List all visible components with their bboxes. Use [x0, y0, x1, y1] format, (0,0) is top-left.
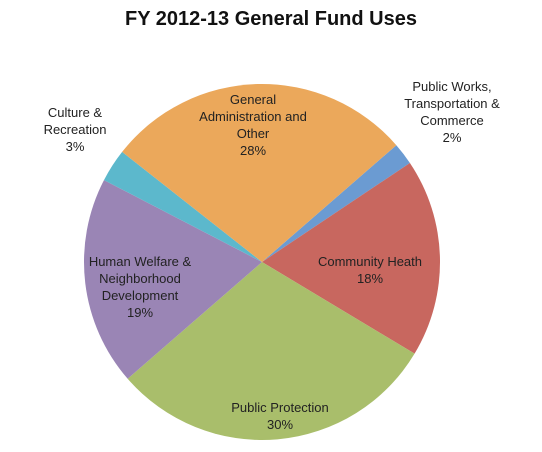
- value-label: 2%: [442, 130, 462, 145]
- pie-slice: [84, 180, 263, 379]
- pie-slice: [103, 151, 262, 262]
- category-label: Public Works, Transportation & Commerce: [404, 79, 500, 128]
- value-label: 28%: [239, 143, 267, 158]
- pie-slice: [262, 162, 440, 354]
- value-label: 18%: [356, 271, 384, 286]
- slice-label: Public Protection 30%: [205, 399, 355, 433]
- category-label: Public Protection: [231, 400, 329, 415]
- category-label: Community Heath: [317, 254, 423, 269]
- value-label: 3%: [65, 139, 85, 154]
- chart-title: FY 2012-13 General Fund Uses: [125, 8, 417, 30]
- category-label: Culture & Recreation: [43, 105, 107, 137]
- slice-label: Human Welfare & Neighborhood Development…: [75, 253, 205, 321]
- slice-label: Community Heath 18%: [305, 253, 435, 287]
- category-label: Human Welfare & Neighborhood Development: [88, 254, 192, 303]
- pie-slice: [127, 262, 415, 441]
- pie-slice: [262, 145, 410, 262]
- slice-label: Culture & Recreation 3%: [30, 104, 120, 155]
- value-label: 30%: [266, 417, 294, 432]
- pie-slice: [122, 84, 397, 262]
- slice-label: Public Works, Transportation & Commerce 2…: [392, 78, 512, 146]
- value-label: 19%: [126, 305, 154, 320]
- category-label: General Administration and Other: [199, 92, 307, 141]
- slice-label: General Administration and Other 28%: [193, 91, 313, 159]
